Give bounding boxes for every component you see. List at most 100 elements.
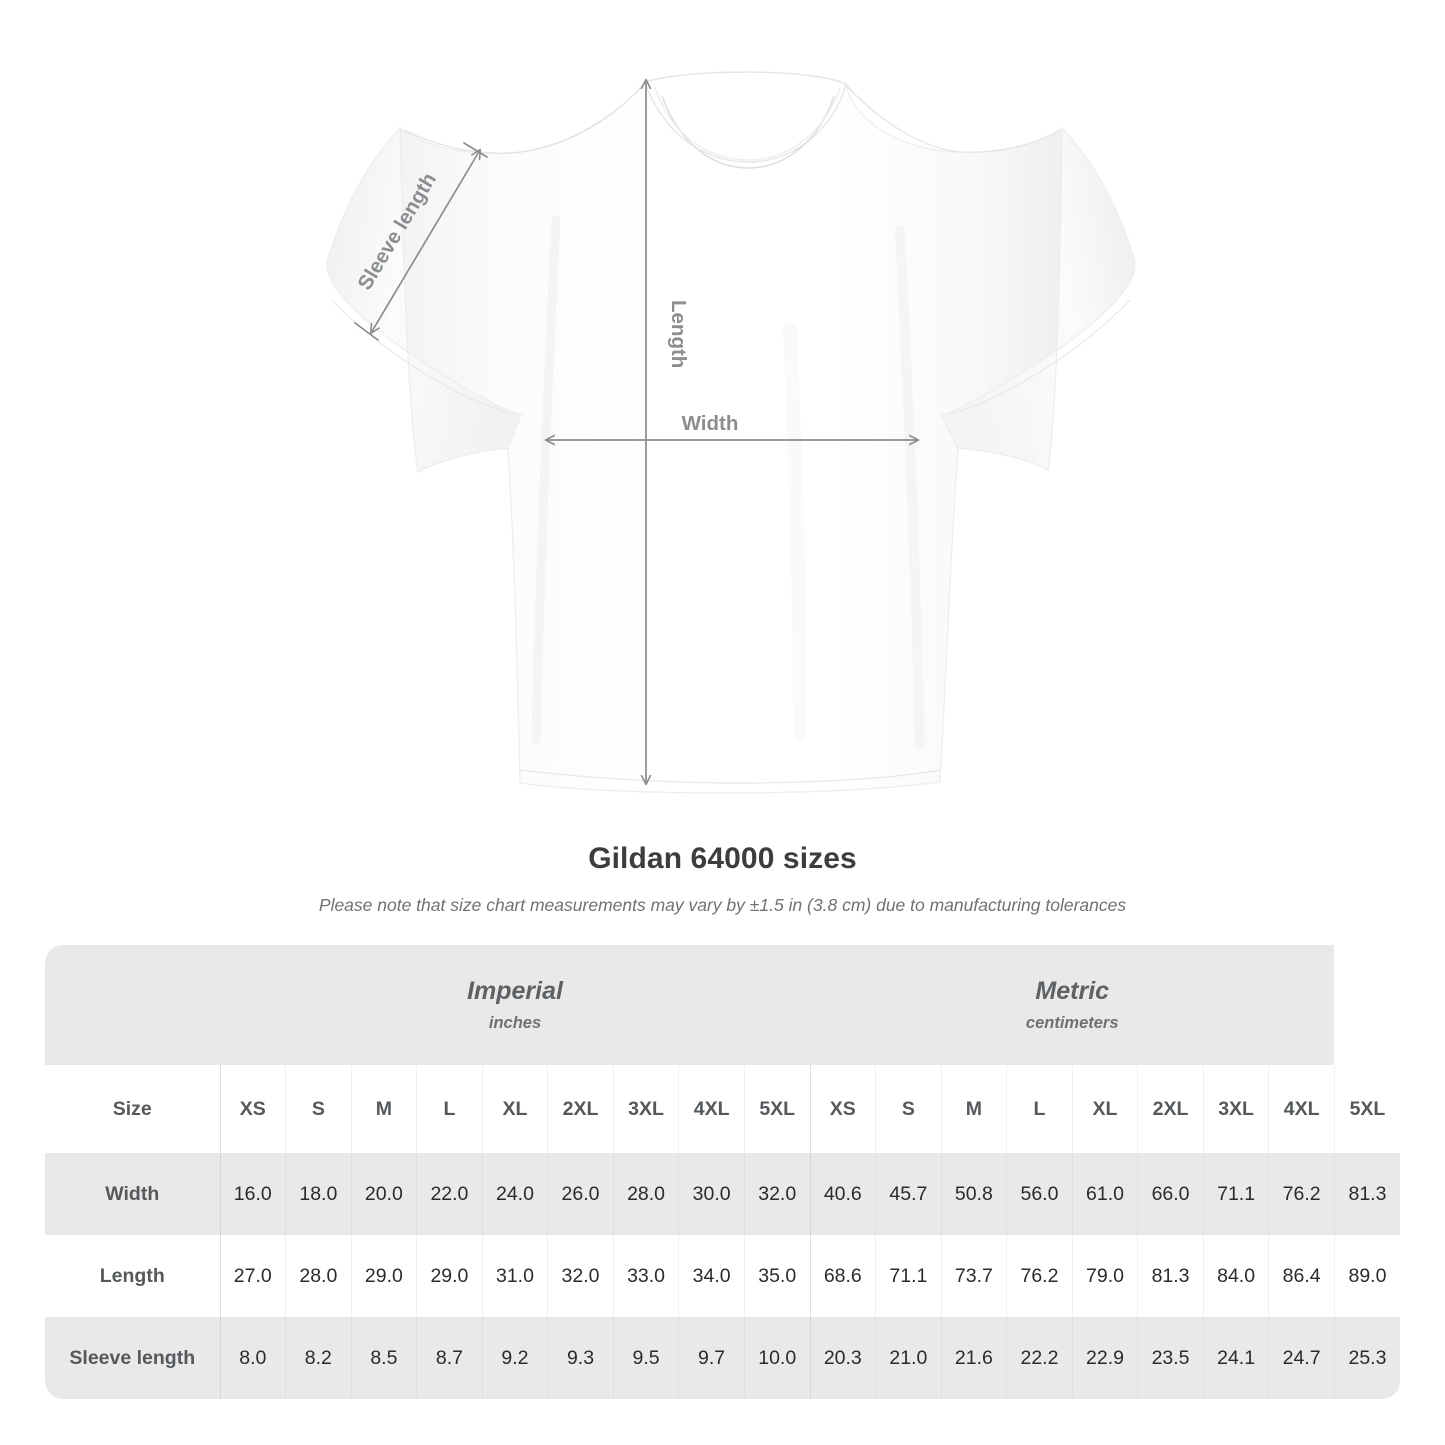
- row-label-sleeve-length: Sleeve length: [69, 1346, 196, 1369]
- sleeve-metric-xs: 20.3: [809, 1317, 876, 1399]
- size-header-metric-xs: XS: [809, 1065, 876, 1153]
- length-imperial-xl: 31.0: [481, 1235, 548, 1317]
- tolerance-note: Please note that size chart measurements…: [318, 895, 1127, 915]
- size-header-imperial-xl: XL: [481, 1065, 548, 1153]
- tshirt-shoulder-seam-right: [845, 84, 1061, 153]
- width-metric-xs: 40.6: [809, 1153, 876, 1235]
- unit-group-imperial: Imperial inches: [220, 945, 811, 1065]
- sleeve-imperial-5xl: 10.0: [743, 1317, 811, 1399]
- sleeve-imperial-xs: 8.0: [219, 1317, 286, 1399]
- width-metric-s: 45.7: [875, 1153, 942, 1235]
- width-imperial-2xl: 26.0: [547, 1153, 614, 1235]
- length-imperial-2xl: 32.0: [547, 1235, 614, 1317]
- width-imperial-4xl: 30.0: [678, 1153, 745, 1235]
- unit-group-imperial-unit: inches: [488, 1014, 542, 1032]
- width-metric-l: 56.0: [1006, 1153, 1073, 1235]
- table-row-sleeve-length: Sleeve length 8.0 8.2 8.5 8.7 9.2 9.3 9.…: [45, 1317, 1400, 1399]
- row-label-length: Length: [99, 1264, 165, 1287]
- tshirt-diagram-panel: Length Width Sleeve length: [326, 71, 1136, 794]
- size-header-label: Size: [112, 1097, 152, 1120]
- length-label: Length: [667, 300, 690, 368]
- size-header-metric-2xl: 2XL: [1137, 1065, 1204, 1153]
- length-metric-xl: 79.0: [1071, 1235, 1138, 1317]
- size-chart-table: Imperial inches Metric centimeters Size …: [45, 945, 1400, 1399]
- sleeve-metric-3xl: 24.1: [1202, 1317, 1269, 1399]
- unit-group-metric-unit: centimeters: [1025, 1014, 1119, 1032]
- unit-group-metric-name: Metric: [1035, 977, 1110, 1005]
- width-imperial-xs: 16.0: [219, 1153, 286, 1235]
- tshirt-sleeve-left-hem: [331, 299, 513, 415]
- length-metric-2xl: 81.3: [1137, 1235, 1204, 1317]
- unit-group-metric: Metric centimeters: [810, 945, 1335, 1065]
- width-metric-3xl: 71.1: [1202, 1153, 1269, 1235]
- sleeve-metric-m: 21.6: [940, 1317, 1007, 1399]
- size-header-imperial-4xl: 4XL: [678, 1065, 745, 1153]
- table-row-length: Length 27.0 28.0 29.0 29.0 31.0 32.0 33.…: [45, 1235, 1400, 1317]
- unit-header-row: Imperial inches Metric centimeters: [45, 945, 1400, 1065]
- size-header-metric-l: L: [1006, 1065, 1073, 1153]
- length-metric-4xl: 86.4: [1268, 1235, 1335, 1317]
- width-dimension: Width: [546, 412, 918, 440]
- size-header-metric-xl: XL: [1071, 1065, 1138, 1153]
- sleeve-metric-2xl: 23.5: [1137, 1317, 1204, 1399]
- width-label: Width: [682, 412, 739, 435]
- length-imperial-l: 29.0: [416, 1235, 483, 1317]
- length-dimension: Length: [646, 80, 690, 784]
- sleeve-tick-bottom: [354, 322, 379, 341]
- sleeve-imperial-2xl: 9.3: [547, 1317, 614, 1399]
- tshirt-fold-center: [783, 323, 807, 742]
- page-title: Gildan 64000 sizes: [588, 842, 857, 875]
- width-imperial-s: 18.0: [285, 1153, 352, 1235]
- tshirt-sleeve-right: [940, 126, 1136, 471]
- width-imperial-m: 20.0: [350, 1153, 417, 1235]
- sleeve-imperial-xl: 9.2: [481, 1317, 548, 1399]
- width-metric-4xl: 76.2: [1268, 1153, 1335, 1235]
- width-imperial-xl: 24.0: [481, 1153, 548, 1235]
- length-imperial-m: 29.0: [350, 1235, 417, 1317]
- length-metric-s: 71.1: [875, 1235, 942, 1317]
- tshirt-measurement-diagram: Length Width Sleeve length: [326, 71, 1136, 794]
- tshirt-collar-outer: [644, 71, 847, 163]
- width-metric-2xl: 66.0: [1137, 1153, 1204, 1235]
- length-imperial-xs: 27.0: [219, 1235, 286, 1317]
- width-metric-5xl: 81.3: [1333, 1153, 1400, 1235]
- sleeve-metric-4xl: 24.7: [1268, 1317, 1335, 1399]
- tshirt-shoulder-seam-left: [403, 83, 646, 154]
- size-header-row: Size XS S M L XL 2XL 3XL 4XL 5XL XS S M …: [45, 1065, 1400, 1153]
- unit-group-imperial-name: Imperial: [467, 977, 563, 1005]
- sleeve-metric-5xl: 25.3: [1333, 1317, 1400, 1399]
- sleeve-arrow-line: [371, 150, 480, 333]
- width-metric-xl: 61.0: [1071, 1153, 1138, 1235]
- size-header-imperial-3xl: 3XL: [612, 1065, 679, 1153]
- length-metric-5xl: 89.0: [1333, 1235, 1400, 1317]
- unit-header-spacer: [45, 945, 220, 1065]
- tshirt-sleeve-right-hem: [949, 299, 1131, 415]
- sleeve-imperial-s: 8.2: [285, 1317, 352, 1399]
- width-imperial-3xl: 28.0: [612, 1153, 679, 1235]
- length-metric-xs: 68.6: [809, 1235, 876, 1317]
- sleeve-metric-l: 22.2: [1006, 1317, 1073, 1399]
- row-label-width: Width: [105, 1182, 160, 1205]
- size-header-imperial-l: L: [416, 1065, 483, 1153]
- sleeve-imperial-m: 8.5: [350, 1317, 417, 1399]
- size-header-imperial-5xl: 5XL: [743, 1065, 811, 1153]
- size-header-metric-3xl: 3XL: [1202, 1065, 1269, 1153]
- size-header-metric-s: S: [875, 1065, 942, 1153]
- width-metric-m: 50.8: [940, 1153, 1007, 1235]
- sleeve-imperial-4xl: 9.7: [678, 1317, 745, 1399]
- tshirt-shape: [326, 71, 1136, 794]
- size-header-metric-4xl: 4XL: [1268, 1065, 1335, 1153]
- length-imperial-5xl: 35.0: [743, 1235, 811, 1317]
- table-row-width: Width 16.0 18.0 20.0 22.0 24.0 26.0 28.0…: [45, 1153, 1400, 1235]
- size-header-imperial-2xl: 2XL: [547, 1065, 614, 1153]
- tshirt-collar-ribbing: [654, 87, 841, 161]
- tshirt-fold-left: [531, 215, 561, 745]
- size-header-metric-m: M: [940, 1065, 1007, 1153]
- sleeve-imperial-3xl: 9.5: [612, 1317, 679, 1399]
- size-header-metric-5xl: 5XL: [1333, 1065, 1400, 1153]
- title-block: Gildan 64000 sizes Please note that size…: [0, 840, 1445, 916]
- size-header-imperial-m: M: [350, 1065, 417, 1153]
- length-metric-l: 76.2: [1006, 1235, 1073, 1317]
- length-metric-m: 73.7: [940, 1235, 1007, 1317]
- size-chart-table-container: Imperial inches Metric centimeters Size …: [45, 945, 1400, 1399]
